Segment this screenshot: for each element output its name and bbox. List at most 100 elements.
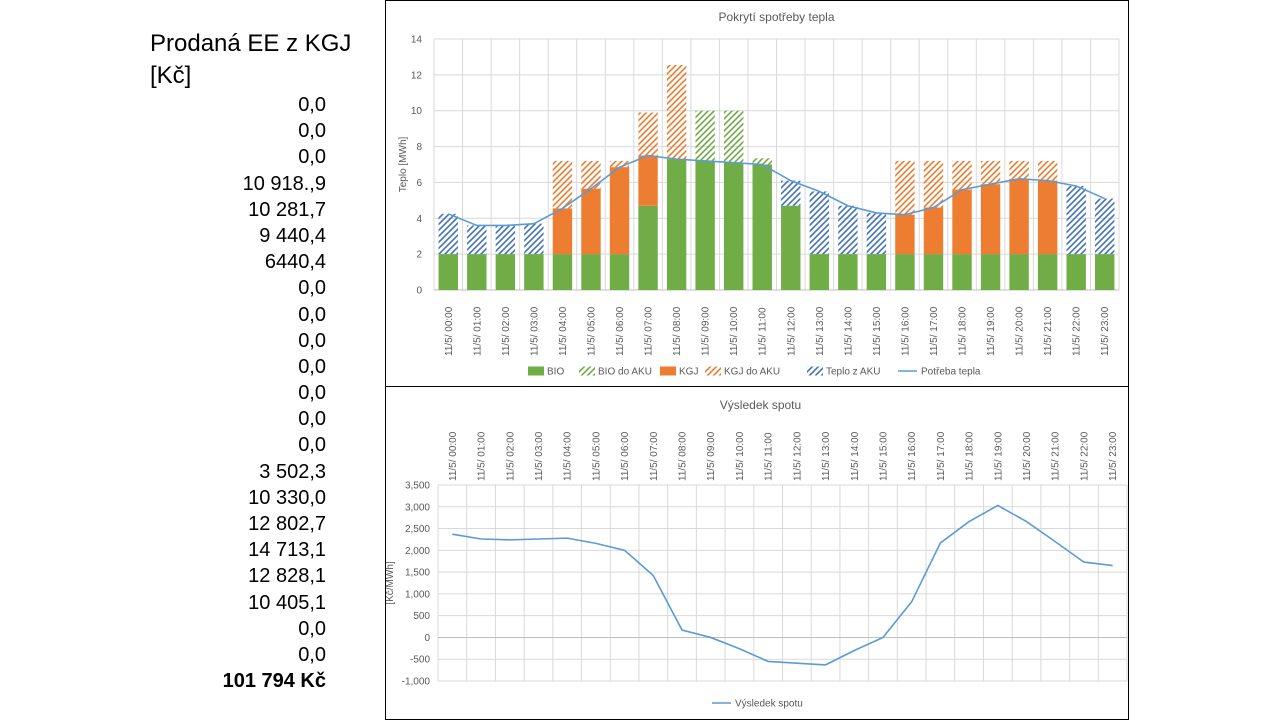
left-table-value: 12 828,1	[248, 565, 326, 588]
heat-y-tick-label: 12	[411, 70, 423, 81]
spot-chart: Výsledek spotu -1,000 -500 0 500 1,000 1,500 2,…	[385, 398, 1128, 710]
heat-y-tick-label: 6	[416, 178, 422, 189]
heat-bar-segment	[552, 208, 573, 255]
spot-x-tick-label: 11/5/ 01:00	[477, 431, 488, 481]
legend-swatch	[807, 366, 823, 376]
spot-x-tick-label: 11/5/ 20:00	[1022, 431, 1033, 481]
left-table-title-line2: [Kč]	[150, 62, 192, 89]
left-table-value: 12 802,7	[248, 513, 326, 535]
heat-y-axis-label: Teplo [MWh]	[398, 136, 409, 192]
spot-chart-frame: Výsledek spotu -1,000 -500 0 500 1,000 1,500 2,…	[385, 386, 1129, 720]
heat-bar-segment	[723, 110, 744, 163]
heat-bar-segment	[438, 254, 458, 290]
heat-bar-segment	[495, 225, 516, 255]
heat-chart-frame: Pokrytí spotřeby tepla 0 2 4 6 8 10 12 14 Teplo […	[385, 0, 1129, 388]
heat-bar-segment	[895, 214, 915, 255]
heat-bar-segment	[952, 189, 972, 255]
heat-bar-segment	[524, 223, 544, 255]
heat-bar-segment	[809, 191, 830, 255]
heat-bar-segment	[467, 254, 487, 290]
left-table-value: 10 281,7	[248, 198, 326, 221]
heat-bar-segment	[809, 254, 830, 290]
left-table-value: 0,0	[298, 120, 326, 143]
heat-x-tick-label: 11/5/ 02:00	[501, 306, 512, 356]
heat-bar-segment	[866, 254, 887, 290]
heat-x-tick-label: 11/5/ 04:00	[558, 306, 569, 356]
heat-bar-segment	[1009, 254, 1029, 290]
left-table-value: 0,0	[298, 146, 326, 169]
heat-bar-segment	[438, 213, 458, 255]
heat-bar-segment	[895, 254, 915, 290]
heat-bar-segment	[781, 205, 801, 290]
heat-bar-segment	[980, 160, 1001, 185]
legend-label: KGJ do AKU	[724, 367, 780, 378]
heat-bar-segment	[609, 167, 630, 255]
spot-y-tick-label: 1,500	[405, 568, 430, 579]
heat-x-tick-label: 11/5/ 12:00	[786, 306, 797, 356]
heat-y-tick-label: 14	[411, 35, 423, 46]
legend-label: Potřeba tepla	[921, 367, 981, 378]
heat-chart: Pokrytí spotřeby tepla 0 2 4 6 8 10 12 14 Teplo […	[398, 10, 1120, 378]
spot-x-tick-label: 11/5/ 18:00	[965, 431, 976, 481]
heat-x-tick-label: 11/5/ 21:00	[1043, 306, 1054, 356]
heat-x-tick-label: 11/5/ 16:00	[900, 306, 911, 356]
spot-x-tick-label: 11/5/ 08:00	[678, 431, 689, 481]
left-table-value: 3 502,3	[259, 460, 326, 483]
heat-bar-segment	[1009, 160, 1029, 179]
legend-vysledek-spotu: Výsledek spotu	[712, 699, 803, 710]
heat-x-tick-label: 11/5/ 10:00	[729, 306, 740, 356]
spot-y-tick-label: 0	[424, 633, 430, 644]
left-table-title: Prodaná EE z KGJ [Kč]	[150, 28, 351, 92]
left-table-values: 0,0 0,0 0,0 10 918.,9 10 281,7 9 440,4 6440,4 0…	[150, 92, 326, 694]
heat-bar-segment	[923, 160, 944, 208]
heat-bar-segment	[1095, 198, 1115, 255]
legend-label: BIO do AKU	[598, 367, 652, 378]
heat-x-tick-label: 11/5/ 03:00	[529, 306, 540, 356]
left-table-value: 0,0	[298, 277, 326, 300]
spot-x-tick-label: 11/5/ 09:00	[706, 431, 717, 481]
heat-bar-segment	[752, 164, 772, 290]
heat-x-tick-label: 11/5/ 13:00	[815, 306, 826, 356]
spot-x-tick-label: 11/5/ 15:00	[878, 431, 889, 481]
spot-y-tick-label: 3,500	[405, 481, 430, 492]
spot-x-tick-label: 11/5/ 10:00	[735, 431, 746, 481]
heat-bar-segment	[581, 254, 601, 290]
heat-y-tick-label: 10	[411, 106, 423, 117]
spot-x-tick-label: 11/5/ 07:00	[649, 431, 660, 481]
left-table: Prodaná EE z KGJ [Kč] 0,0 0,0 0,0 10 918.,9…	[0, 0, 385, 720]
left-table-value: 0,0	[298, 382, 326, 405]
heat-bar-segment	[838, 205, 858, 255]
heat-bar-segment	[1066, 186, 1086, 255]
heat-bar-segment	[609, 254, 630, 290]
left-table-value: 0,0	[298, 434, 326, 457]
heat-x-tick-label: 11/5/ 09:00	[701, 306, 712, 356]
left-table-value: 10 405,1	[248, 591, 326, 614]
spot-x-tick-label: 11/5/ 19:00	[993, 431, 1004, 481]
heat-bar-segment	[609, 160, 630, 168]
heat-x-tick-label: 11/5/ 23:00	[1100, 306, 1111, 356]
spot-line-vysledek	[452, 504, 1113, 666]
heat-bar-segment	[638, 205, 658, 290]
heat-x-tick-label: 11/5/ 22:00	[1072, 306, 1083, 356]
heat-bar-segment	[467, 225, 487, 255]
spot-x-tick-label: 11/5/ 03:00	[534, 431, 545, 481]
legend-swatch	[579, 366, 595, 376]
heat-line-potreba-tepla	[447, 154, 1106, 227]
spot-x-tick-label: 11/5/ 05:00	[591, 431, 602, 481]
left-table-value: 0,0	[298, 94, 326, 116]
heat-bar-segment	[866, 212, 887, 255]
heat-bar-segment	[980, 254, 1001, 290]
heat-x-tick-label: 11/5/ 06:00	[615, 306, 626, 356]
spot-x-tick-label: 11/5/ 04:00	[563, 431, 574, 481]
heat-bar-segment	[638, 155, 658, 206]
heat-bar-segment	[923, 254, 944, 290]
spot-x-tick-label: 11/5/ 23:00	[1108, 431, 1119, 481]
legend-label: Teplo z AKU	[826, 367, 880, 378]
legend-label: BIO	[547, 367, 564, 378]
left-table-value: 6440,4	[264, 251, 326, 274]
spot-x-tick-label: 11/5/ 14:00	[850, 431, 861, 481]
heat-bar-segment	[1095, 254, 1115, 290]
heat-bar-segment	[552, 160, 573, 209]
left-table-value: 10 330,0	[248, 486, 326, 509]
heat-bar-segment	[1009, 178, 1029, 255]
